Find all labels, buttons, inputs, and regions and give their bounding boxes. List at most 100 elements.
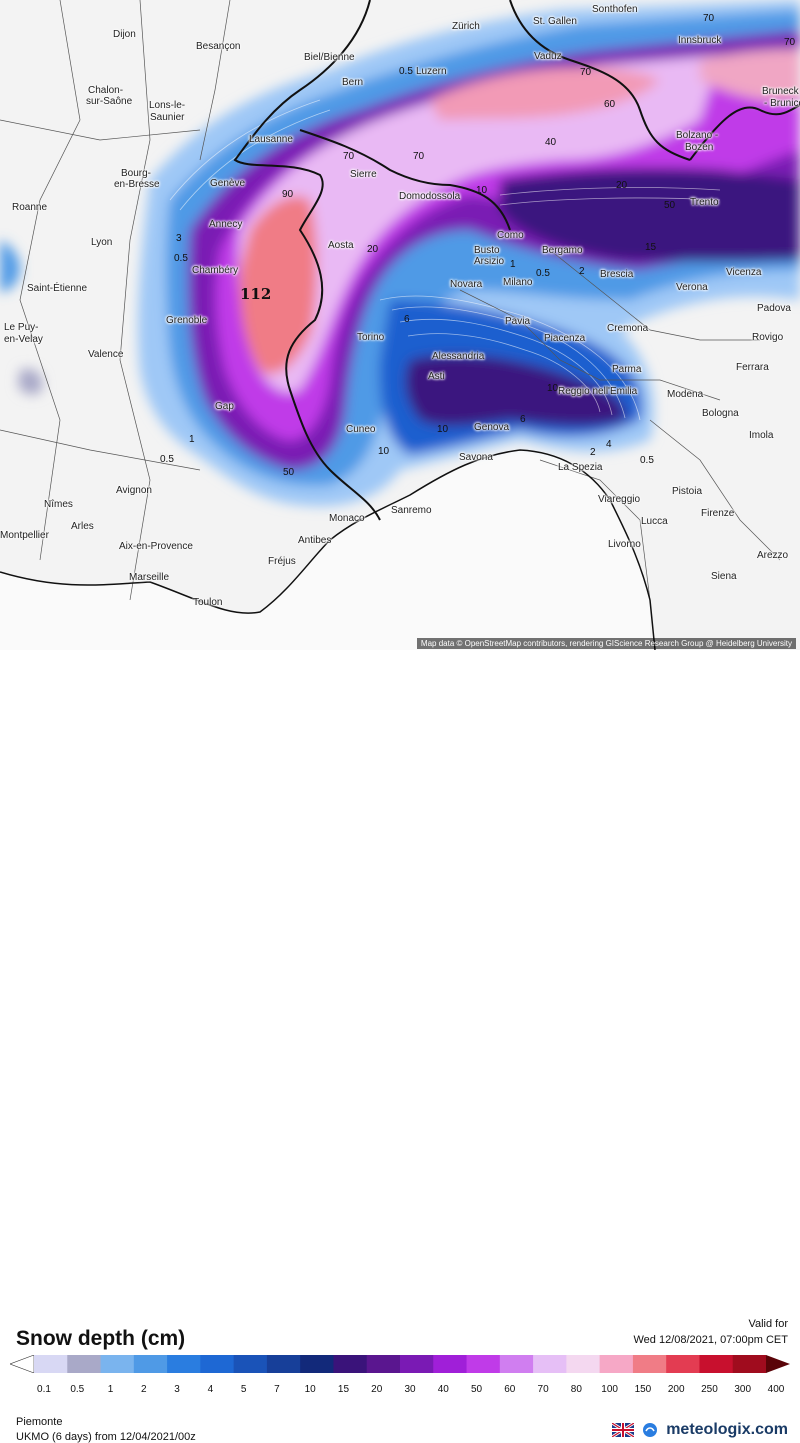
contour-value: 10 [378, 446, 390, 457]
scale-tick-label: 30 [404, 1384, 416, 1395]
contour-value: 70 [784, 37, 796, 48]
scale-tick-label: 250 [701, 1384, 718, 1395]
city-label: Lons-le- [149, 100, 186, 111]
scale-tick-label: 60 [504, 1384, 516, 1395]
city-label: Savona [459, 452, 493, 463]
city-label: Alessandria [432, 351, 485, 362]
uk-flag-icon[interactable] [612, 1423, 635, 1437]
brand[interactable]: meteologix.com [612, 1420, 788, 1440]
city-label: Aosta [328, 240, 354, 251]
scale-arrow-low [10, 1355, 35, 1373]
city-label: Grenoble [166, 315, 208, 326]
city-label: Firenze [701, 508, 735, 519]
scale-swatch [466, 1355, 501, 1373]
contour-value: 10 [547, 383, 559, 394]
city-label: en-Velay [4, 334, 43, 345]
scale-tick-label: 400 [767, 1384, 785, 1395]
city-label: Padova [757, 303, 791, 314]
city-label: Piacenza [544, 333, 586, 344]
city-label: Bourg- [121, 168, 152, 179]
city-label: Fréjus [268, 556, 296, 567]
scale-tick-label: 0.5 [70, 1384, 85, 1395]
scale-tick-label: 4 [207, 1384, 214, 1395]
city-label: Sonthofen [592, 4, 638, 15]
city-label: Roanne [12, 202, 48, 213]
contour-value: 70 [343, 151, 355, 162]
scale-swatch [599, 1355, 634, 1373]
contour-value: 2 [590, 447, 596, 458]
scale-swatch [566, 1355, 601, 1373]
scale-tick-label: 300 [734, 1384, 752, 1395]
scale-swatch [366, 1355, 401, 1373]
contour-value: 1 [189, 434, 195, 445]
map-canvas [0, 0, 800, 650]
snow-depth-map[interactable]: Dijon Besançon Biel/Bienne Bern Luzern Zürich… [0, 0, 800, 650]
city-label: Parma [612, 364, 642, 375]
city-label: Rovigo [752, 332, 784, 343]
contour-value: 90 [282, 189, 294, 200]
city-label: Genova [474, 422, 510, 433]
contour-value: 40 [545, 137, 557, 148]
scale-tick-label: 70 [537, 1384, 549, 1395]
city-label: Biel/Bienne [304, 52, 355, 63]
city-label: Dijon [113, 29, 136, 40]
city-label: Novara [450, 279, 483, 290]
city-label: Bolzano - [676, 130, 719, 141]
contour-value: 6 [520, 414, 526, 425]
scale-swatch [300, 1355, 334, 1373]
city-label: Genève [210, 178, 246, 189]
scale-tick-label: 10 [304, 1384, 316, 1395]
snow-fields [0, 0, 800, 507]
meteologix-logo-icon [643, 1423, 658, 1437]
city-label: Bozen [685, 142, 714, 153]
city-label: Lucca [641, 516, 668, 527]
city-label: La Spezia [558, 462, 603, 473]
contour-value: 4 [606, 439, 612, 450]
scale-tick-label: 2 [141, 1384, 147, 1395]
city-label: Bruneck [762, 86, 799, 97]
contour-value: 70 [413, 151, 425, 162]
city-label: sur-Saône [86, 96, 133, 107]
city-label: Domodossola [399, 191, 461, 202]
city-label: Arles [71, 521, 94, 532]
city-label: Asti [428, 371, 445, 382]
city-label: Sanremo [391, 505, 432, 516]
sea [0, 450, 650, 650]
scale-arrow-high [766, 1355, 790, 1373]
city-label: Luzern [416, 66, 447, 77]
city-label: Siena [711, 571, 737, 582]
city-label: Gap [215, 401, 234, 412]
city-label: Trento [690, 197, 719, 208]
regional-borders [0, 0, 781, 601]
contour-lines [169, 99, 721, 421]
contour-value: 15 [645, 242, 657, 253]
contour-value: 10 [476, 185, 488, 196]
city-label: Innsbruck [678, 35, 722, 46]
city-label: Viareggio [598, 494, 641, 505]
region-name: Piemonte [16, 1416, 63, 1428]
city-label: Cuneo [346, 424, 376, 435]
brand-name: meteologix.com [666, 1421, 788, 1438]
scale-swatch [632, 1355, 667, 1373]
city-label: St. Gallen [533, 16, 577, 27]
city-label: Toulon [193, 597, 223, 608]
contour-value: 20 [367, 244, 379, 255]
scale-tick-label: 80 [570, 1384, 582, 1395]
scale-tick-label: 150 [634, 1384, 652, 1395]
scale-swatch [34, 1355, 68, 1373]
map-attribution[interactable]: Map data © OpenStreetMap contributors, r… [416, 638, 796, 649]
coastline [0, 449, 656, 650]
scale-tick-label: 7 [274, 1384, 280, 1395]
city-label: Chambéry [192, 265, 239, 276]
city-label: Verona [676, 282, 708, 293]
contour-value: 1 [510, 259, 516, 270]
scale-tick-label: 40 [437, 1384, 449, 1395]
color-scale-bar [10, 1355, 790, 1373]
scale-tick-label: 15 [337, 1384, 350, 1395]
city-label: - Brunico [764, 98, 800, 109]
city-label: Arsizio [474, 256, 505, 267]
scale-swatch [732, 1355, 767, 1373]
scale-tick-label: 50 [470, 1384, 483, 1395]
city-label: Imola [749, 430, 774, 441]
scale-tick-label: 1 [107, 1384, 114, 1395]
